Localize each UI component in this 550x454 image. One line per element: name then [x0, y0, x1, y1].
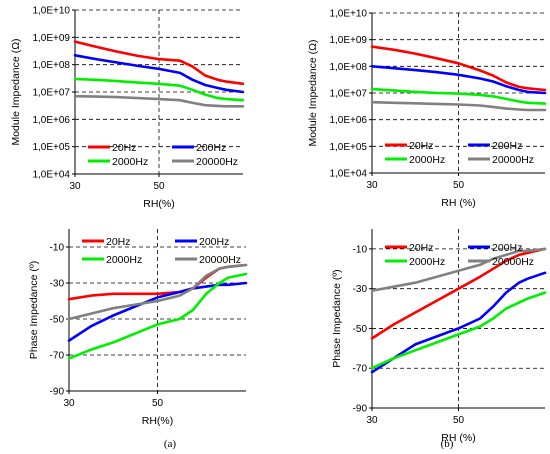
x-tick-label: 30 — [69, 181, 81, 192]
legend-label-20hz: 20Hz — [409, 242, 434, 254]
y-tick-label: -30 — [50, 279, 65, 290]
chart-module-impedance-b: 1,0E+04 1,0E+05 1,0E+06 1,0E+07 1,0E+08 1,0E+… — [307, 9, 547, 209]
y-tick-label: 1,0E+08 — [329, 62, 367, 73]
legend-label-20000hz: 20000Hz — [492, 154, 534, 166]
y-tick-label: -90 — [50, 387, 65, 398]
chart-phase-impedance-a: -90 -70 -50 -30 -10 30 50 RH(%) Phase Impedance … — [28, 229, 248, 427]
legend-label-20hz: 20Hz — [106, 236, 131, 248]
y-tick-label: -50 — [50, 315, 65, 326]
y-tick-label: 1,0E+10 — [329, 9, 367, 20]
legend-label-200hz: 200Hz — [492, 242, 522, 254]
y-tick-label: 1,0E+08 — [32, 60, 70, 71]
series-line-2000hz — [73, 77, 245, 102]
y-tick-label: -70 — [353, 364, 368, 375]
y-axis-title: Module Impedance (Ω) — [307, 39, 319, 146]
legend-label-20000hz: 20000Hz — [196, 156, 238, 168]
legend-label-2000hz: 2000Hz — [106, 254, 142, 266]
series-line-2000hz — [370, 87, 547, 105]
x-tick-label: 50 — [453, 415, 465, 426]
legend-label-200hz: 200Hz — [196, 142, 226, 154]
series-line-2000hz — [370, 291, 547, 370]
panel-label-a: (a) — [164, 438, 177, 450]
y-tick-label: 1,0E+10 — [32, 6, 70, 17]
y-tick-label: 1,0E+09 — [32, 33, 70, 44]
legend-label-20hz: 20Hz — [112, 142, 137, 154]
y-tick-label: -10 — [50, 243, 65, 254]
y-tick-label: 1,0E+07 — [32, 88, 70, 99]
legend-label-200hz: 200Hz — [492, 140, 522, 152]
y-tick-label: 1,0E+05 — [32, 142, 70, 153]
legend-label-2000hz: 2000Hz — [112, 156, 148, 168]
y-tick-label: 1,0E+06 — [32, 115, 70, 126]
y-tick-label: -90 — [353, 404, 368, 415]
y-tick-label: 1,0E+07 — [329, 89, 367, 100]
x-axis-title: RH(%) — [143, 198, 175, 210]
series-line-20000hz — [67, 263, 248, 321]
y-tick-label: -30 — [353, 284, 368, 295]
y-tick-label: 1,0E+04 — [329, 169, 367, 180]
x-axis-title: RH (%) — [441, 197, 475, 209]
x-tick-label: 30 — [63, 398, 75, 409]
x-tick-label: 50 — [153, 181, 165, 192]
series-line-20hz — [370, 247, 547, 340]
y-axis-title: Phase Impedance (º) — [28, 261, 40, 359]
y-tick-label: -50 — [353, 324, 368, 335]
y-tick-label: 1,0E+05 — [329, 142, 367, 153]
x-tick-label: 30 — [366, 180, 378, 191]
chart-phase-impedance-b: -90 -70 -50 -30 -10 30 50 RH (%) Phase Impedance… — [331, 229, 547, 444]
y-tick-label: 1,0E+09 — [329, 35, 367, 46]
series-line-20000hz — [73, 94, 245, 108]
x-tick-label: 30 — [366, 415, 378, 426]
series-line-200hz — [370, 271, 547, 374]
series-line-200hz — [67, 281, 248, 342]
series-line-200hz — [370, 65, 547, 95]
legend-label-200hz: 200Hz — [199, 236, 229, 248]
legend-label-20hz: 20Hz — [409, 140, 434, 152]
chart-module-impedance-a: 1,0E+04 1,0E+05 1,0E+06 1,0E+07 1,0E+08 1,0E+… — [10, 6, 245, 210]
x-axis-title: RH(%) — [142, 415, 174, 427]
y-tick-label: -10 — [353, 244, 368, 255]
y-tick-label: 1,0E+06 — [329, 115, 367, 126]
legend-label-2000hz: 2000Hz — [409, 154, 445, 166]
y-axis-title: Phase Impedance (º) — [331, 269, 343, 367]
y-tick-label: -70 — [50, 351, 65, 362]
series-line-20hz — [370, 45, 547, 92]
legend-label-20000hz: 20000Hz — [492, 256, 534, 268]
legend-label-2000hz: 2000Hz — [409, 256, 445, 268]
panel-label-b: (b) — [441, 438, 454, 450]
x-axis-title: RH (%) — [441, 432, 475, 444]
series-line-20000hz — [370, 247, 547, 292]
series-line-2000hz — [67, 272, 248, 360]
legend-label-20000hz: 20000Hz — [199, 254, 241, 266]
y-axis-title: Module Impedance (Ω) — [10, 38, 22, 145]
x-tick-label: 50 — [152, 398, 164, 409]
y-tick-label: 1,0E+04 — [32, 170, 70, 181]
series-line-20hz — [73, 40, 245, 86]
series-line-20000hz — [370, 100, 547, 112]
x-tick-label: 50 — [453, 180, 465, 191]
series-line-200hz — [73, 54, 245, 94]
